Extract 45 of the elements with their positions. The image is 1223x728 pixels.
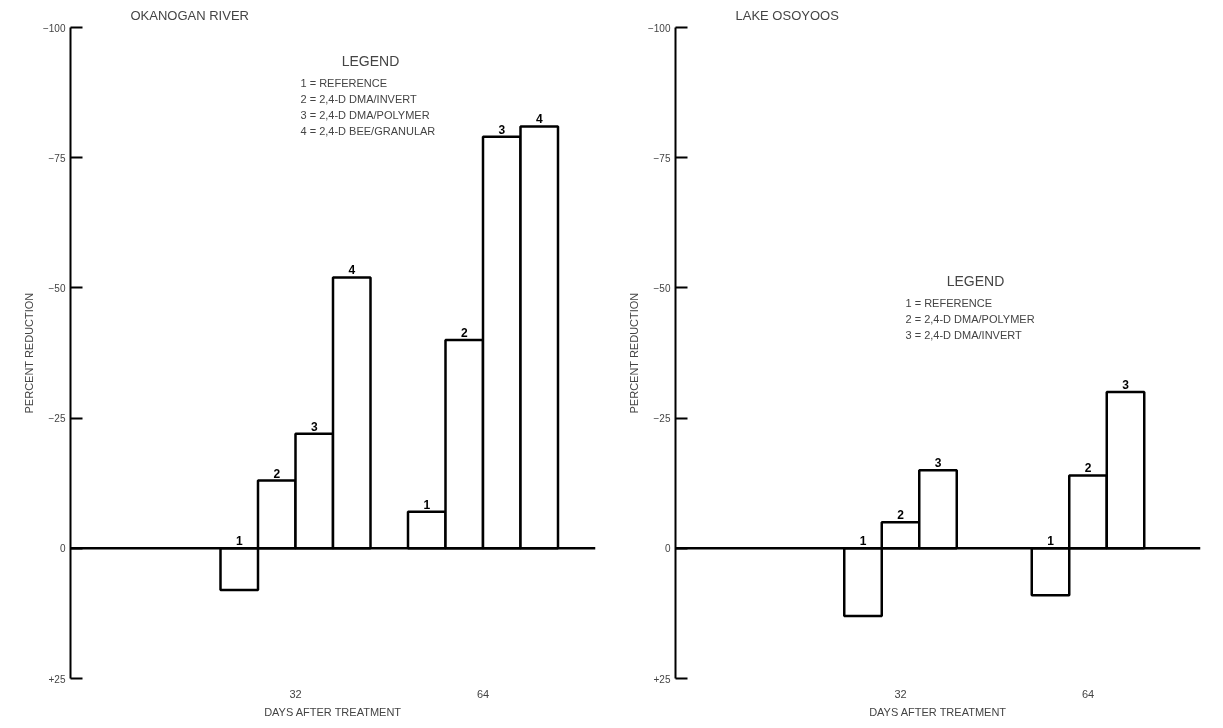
annotation: 1 = REFERENCE [300,76,387,89]
annotation: 3 = 2,4-D DMA/POLYMER [300,108,430,121]
legend-title: LEGEND [946,272,1005,289]
x-tick-label: 64 [1081,687,1095,700]
series-label: 3 [934,456,942,471]
legend-title: LEGEND [341,52,400,69]
text: 2 [1084,461,1092,476]
annotation: 2 = 2,4-D DMA/INVERT [300,92,418,105]
y-tick-label: −100 [647,22,671,34]
annotation: 2 = 2,4-D DMA/POLYMER [905,312,1035,325]
y-tick-label: −75 [653,152,671,164]
series-label: 4 [348,263,356,278]
y-axis-title: PERCENT REDUCTION [627,292,640,414]
text: 1 [1047,534,1054,549]
x-tick-label: 32 [289,687,302,700]
series-label: 2 [273,466,281,481]
y-tick-label: −50 [48,282,66,294]
text: 1 [423,497,431,512]
y-tick-label: +25 [653,673,671,685]
text: 4 [535,112,543,127]
x-tick-label: 64 [476,687,490,700]
series-label: 2 [897,508,905,523]
x-axis-title: DAYS AFTER TREATMENT [869,705,1007,718]
y-tick-label: −75 [48,152,66,164]
chart-title: OKANOGAN RIVER [130,7,249,23]
text: 3 [1122,378,1129,393]
annotation: 1 = REFERENCE [905,296,992,309]
text: 3 [498,122,506,137]
y-axis-title: PERCENT REDUCTION [22,292,35,414]
annotation: 3 = 2,4-D DMA/INVERT [905,328,1023,341]
chart-title: LAKE OSOYOOS [735,7,840,23]
y-tick-label: 0 [59,543,66,555]
series-label: 1 [235,534,243,549]
annotation: 4 = 2,4-D BEE/GRANULAR [300,124,436,137]
y-tick-label: −25 [48,413,66,425]
x-tick-label: 32 [894,687,907,700]
y-tick-label: +25 [48,673,66,685]
text: 2 [460,325,468,340]
y-tick-label: −100 [42,22,66,34]
y-tick-label: 0 [664,543,671,555]
y-tick-label: −50 [653,282,671,294]
series-label: 1 [859,534,867,549]
series-label: 3 [310,419,318,434]
x-axis-title: DAYS AFTER TREATMENT [264,705,402,718]
y-tick-label: −25 [653,413,671,425]
